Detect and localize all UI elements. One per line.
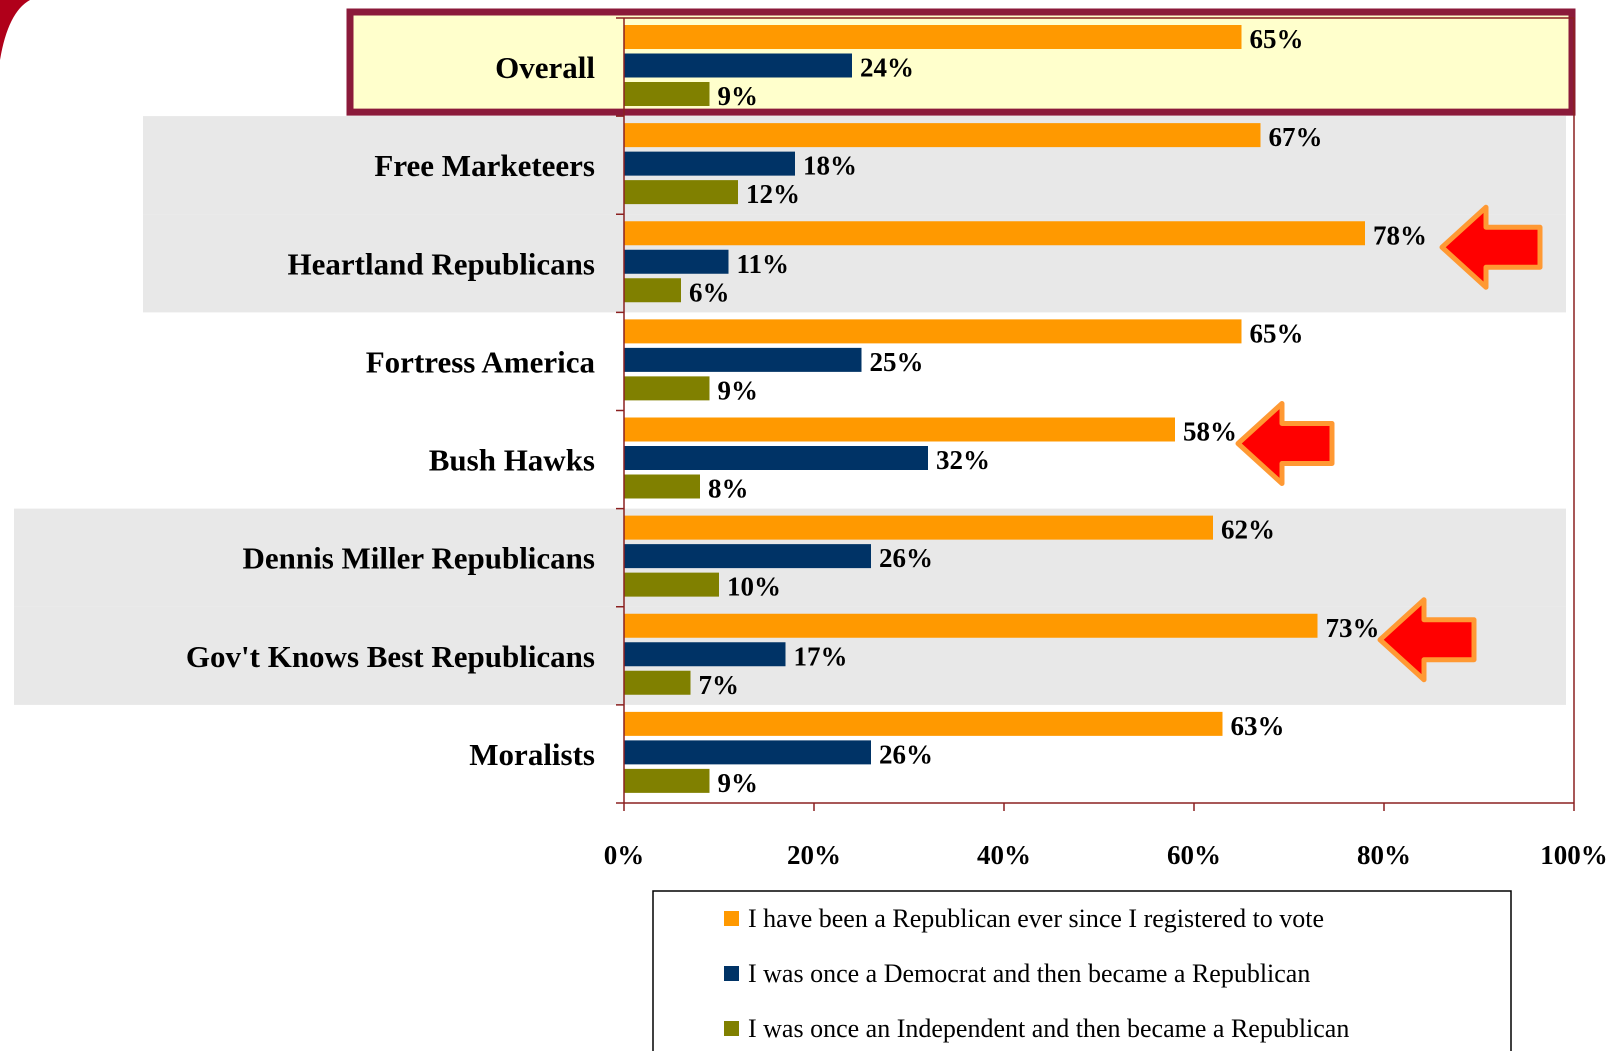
bar-heartland-republicans-series-1 xyxy=(624,221,1365,246)
bar-dennis-miller-republicans-series-1 xyxy=(624,515,1213,540)
bar-overall-series-2 xyxy=(624,53,852,78)
value-label-dennis-miller-republicans-series-1: 62% xyxy=(1221,515,1275,545)
category-label-bush-hawks: Bush Hawks xyxy=(429,443,595,478)
bar-fortress-america-series-2 xyxy=(624,347,862,372)
bar-bush-hawks-series-2 xyxy=(624,446,928,470)
bar-overall-series-3 xyxy=(624,82,710,106)
value-label-free-marketeers-series-1: 67% xyxy=(1269,122,1323,152)
arrow-icon-heartland-republicans xyxy=(1439,204,1543,290)
bar-dennis-miller-republicans-series-2 xyxy=(624,544,871,569)
value-label-fortress-america-series-2: 25% xyxy=(870,347,924,377)
category-label-heartland-republicans: Heartland Republicans xyxy=(288,246,595,281)
bars-layer xyxy=(624,25,1365,793)
bar-heartland-republicans-series-3 xyxy=(624,278,681,303)
arrows-layer xyxy=(1235,204,1543,683)
labels-layer: 65% 24% 9% Overall 67% 18%12% Free Marketeers 7… xyxy=(186,24,1427,798)
bar-gov-t-knows-best-republicans-series-1 xyxy=(624,613,1318,638)
bar-fortress-america-series-3 xyxy=(624,376,710,401)
bar-heartland-republicans-series-2 xyxy=(624,249,729,274)
bar-free-marketeers-series-1 xyxy=(624,123,1261,148)
category-label-free-marketeers: Free Marketeers xyxy=(374,148,595,183)
bar-free-marketeers-series-3 xyxy=(624,180,738,205)
bar-dennis-miller-republicans-series-3 xyxy=(624,572,719,597)
bar-bush-hawks-series-1 xyxy=(624,417,1175,442)
bar-gov-t-knows-best-republicans-series-3 xyxy=(624,670,691,695)
x-tick-label-5: 100% xyxy=(1540,840,1608,870)
value-label-dennis-miller-republicans-series-3: 10% xyxy=(727,572,781,602)
value-label-fortress-america-series-3: 9% xyxy=(718,375,759,405)
value-label-overall-series-2: 24% xyxy=(860,53,914,83)
value-label-moralists-series-1: 63% xyxy=(1231,711,1285,741)
value-label-heartland-republicans-series-3: 6% xyxy=(689,277,730,307)
bar-fortress-america-series-1 xyxy=(624,319,1242,344)
value-label-heartland-republicans-series-2: 11% xyxy=(737,249,790,279)
value-label-free-marketeers-series-2: 18% xyxy=(803,151,857,181)
category-label-overall: Overall xyxy=(495,50,595,85)
bar-bush-hawks-series-3 xyxy=(624,474,700,499)
category-label-moralists: Moralists xyxy=(469,737,595,772)
bar-moralists-series-1 xyxy=(624,711,1223,736)
legend-label-series-2: I was once a Democrat and then became a … xyxy=(748,959,1310,988)
legend-label-series-1: I have been a Republican ever since I re… xyxy=(748,904,1324,933)
value-label-gov-t-knows-best-republicans-series-3: 7% xyxy=(699,670,740,700)
axis-layer: 0% 20% 40% 60% 80% 100% xyxy=(604,17,1608,870)
value-label-bush-hawks-series-1: 58% xyxy=(1183,417,1237,447)
corner-accent-shape xyxy=(0,0,30,60)
value-label-free-marketeers-series-3: 12% xyxy=(746,179,800,209)
arrow-icon-bush-hawks xyxy=(1235,401,1335,486)
value-label-dennis-miller-republicans-series-2: 26% xyxy=(879,543,933,573)
bar-gov-t-knows-best-republicans-series-2 xyxy=(624,642,786,667)
legend-box xyxy=(652,890,1512,1051)
arrow-icon-gov-t-knows-best-republicans xyxy=(1377,597,1477,683)
x-tick-label-4: 80% xyxy=(1357,840,1411,870)
category-label-dennis-miller-republicans: Dennis Miller Republicans xyxy=(242,541,595,576)
x-tick-label-1: 20% xyxy=(787,840,841,870)
bar-free-marketeers-series-2 xyxy=(624,151,795,176)
bar-moralists-series-3 xyxy=(624,768,710,793)
legend-swatch-series-3 xyxy=(724,1021,739,1036)
value-label-fortress-america-series-1: 65% xyxy=(1250,318,1304,348)
value-label-gov-t-knows-best-republicans-series-1: 73% xyxy=(1326,613,1380,643)
x-tick-label-0: 0% xyxy=(604,840,645,870)
bar-overall-series-1 xyxy=(624,25,1242,49)
bar-moralists-series-2 xyxy=(624,740,871,765)
value-label-moralists-series-2: 26% xyxy=(879,739,933,769)
value-label-overall-series-1: 65% xyxy=(1250,24,1304,54)
legend-label-series-3: I was once an Independent and then becam… xyxy=(748,1014,1349,1043)
legend-swatch-series-2 xyxy=(724,966,739,981)
value-label-gov-t-knows-best-republicans-series-2: 17% xyxy=(794,641,848,671)
legend-swatch-series-1 xyxy=(724,911,739,926)
category-label-gov-t-knows-best-republicans: Gov't Knows Best Republicans xyxy=(186,639,595,674)
value-label-bush-hawks-series-2: 32% xyxy=(936,445,990,475)
category-label-fortress-america: Fortress America xyxy=(366,344,596,379)
value-label-moralists-series-3: 9% xyxy=(718,768,759,798)
legend: I have been a Republican ever since I re… xyxy=(652,890,1512,1051)
value-label-overall-series-3: 9% xyxy=(718,81,759,111)
value-label-bush-hawks-series-3: 8% xyxy=(708,474,749,504)
value-label-heartland-republicans-series-1: 78% xyxy=(1373,220,1427,250)
x-tick-label-2: 40% xyxy=(977,840,1031,870)
x-tick-label-3: 60% xyxy=(1167,840,1221,870)
